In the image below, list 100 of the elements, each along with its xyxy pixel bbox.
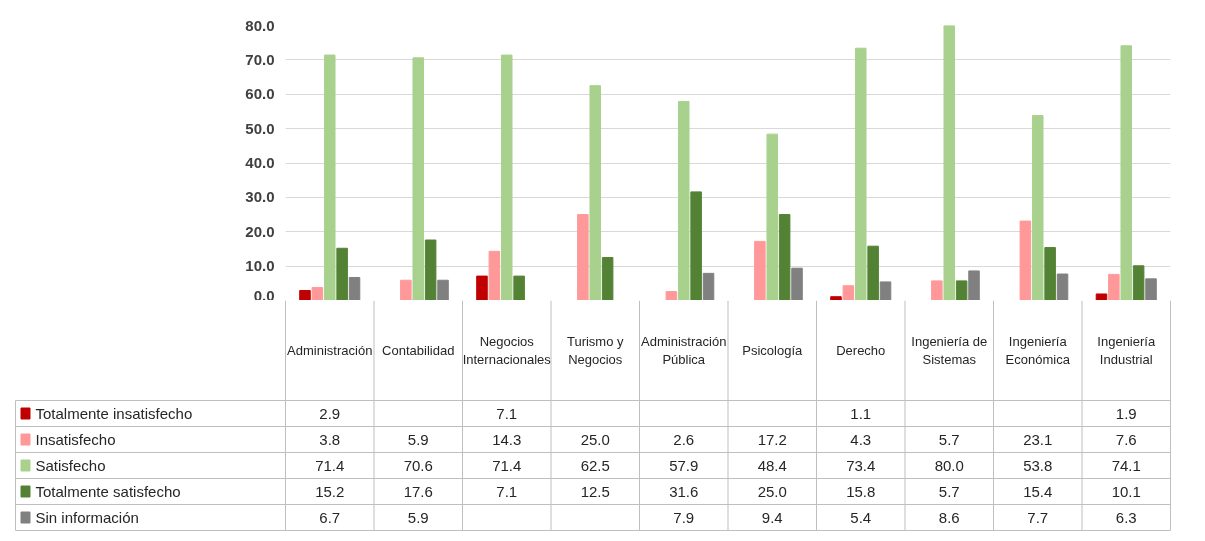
data-label: 7.9 [673,508,695,526]
bar [1145,278,1157,300]
data-label: 7.1 [496,404,518,422]
data-label: 57.9 [669,456,699,474]
x-tick-label: Derecho [836,343,886,358]
data-label: 10.1 [1111,482,1141,500]
data-label: 1.1 [850,404,872,422]
bar [791,267,803,300]
data-label: 71.4 [315,456,345,474]
bar [677,100,690,300]
y-tick-label: 40.0 [245,154,275,171]
data-label: 74.1 [1111,456,1141,474]
data-label: 53.8 [1023,456,1053,474]
data-label: 3.8 [319,430,341,448]
x-tick-label: Turismo y Negocios [566,333,625,368]
bar [1132,265,1145,300]
y-tick-label: 10.0 [245,257,275,275]
data-label: 48.4 [757,456,787,474]
data-label: 7.1 [496,482,518,500]
bar [299,290,311,300]
x-tick-label: Contabilidad [382,343,455,358]
bar [1056,273,1069,300]
bar [437,279,449,300]
data-label: 25.0 [757,482,787,500]
bar [412,57,425,300]
data-label: 70.6 [403,456,433,474]
data-label: 25.0 [580,430,610,448]
bar [601,257,614,300]
x-tick-label: Ingeniería de Sistemas [911,333,988,368]
legend-label: Satisfecho [35,457,106,474]
x-tick-label: Administración Pública [641,333,727,368]
data-label: 7.7 [1027,508,1049,526]
data-label: 23.1 [1023,430,1053,448]
x-tick-label: Ingeniería Industrial [1097,333,1156,368]
bar [842,285,855,300]
bar [311,286,324,300]
data-label: 8.6 [938,508,960,526]
bar [690,191,702,300]
y-tick-label: 0.0 [253,286,275,304]
data-label: 5.9 [407,508,429,526]
bar [943,25,956,300]
data-label: 5.4 [850,508,872,526]
bar [488,250,501,300]
legend-label: Totalmente insatisfecho [35,405,193,422]
bar [323,54,336,300]
y-tick-label: 70.0 [245,50,275,68]
bar [766,133,779,300]
bar [665,291,678,300]
y-tick-label: 80.0 [245,16,275,34]
bar [754,240,766,300]
bar [854,47,867,300]
bar [1031,115,1044,300]
data-label: 2.6 [673,430,695,448]
data-label: 71.4 [492,456,522,474]
x-tick-label: Administración [287,343,373,358]
data-label: 7.6 [1115,430,1137,448]
bar [513,275,525,300]
data-label: 15.2 [315,482,345,500]
bar [1120,45,1133,300]
data-label: 62.5 [580,456,610,474]
y-tick-label: 50.0 [245,119,275,137]
bar [348,276,361,300]
bar [702,272,715,300]
data-label: 5.7 [938,430,960,448]
bar [879,281,892,300]
bar [1019,220,1032,300]
data-label: 73.4 [846,456,876,474]
bar [400,279,412,300]
data-label: 31.6 [669,482,699,500]
y-tick-label: 30.0 [245,188,275,206]
x-tick-label: Psicología [742,343,804,358]
bar [867,245,879,300]
data-label: 17.2 [757,430,787,448]
bar [1108,273,1120,300]
data-label: 9.4 [761,508,783,526]
data-label: 15.4 [1023,482,1053,500]
y-tick-label: 60.0 [245,85,275,103]
data-label: 4.3 [850,430,872,448]
data-label: 6.7 [319,508,341,526]
bar [1095,293,1108,300]
data-label: 15.8 [846,482,876,500]
data-label: 5.7 [938,482,960,500]
data-label: 12.5 [580,482,610,500]
legend-label: Sin información [35,509,139,526]
data-label: 80.0 [934,456,964,474]
bar [830,296,842,300]
bar [968,270,980,300]
bar [476,275,488,300]
bar [589,85,602,300]
data-label: 2.9 [319,404,341,422]
y-tick-label: 20.0 [245,222,275,240]
x-tick-label: Negocios Internacionales [462,333,552,368]
data-label: 6.3 [1115,508,1137,526]
data-label: 5.9 [407,430,429,448]
data-label: 14.3 [492,430,522,448]
data-label: 17.6 [403,482,433,500]
bar [336,247,348,300]
bar [424,239,437,300]
bar [500,54,513,300]
data-label: 1.9 [1115,404,1137,422]
